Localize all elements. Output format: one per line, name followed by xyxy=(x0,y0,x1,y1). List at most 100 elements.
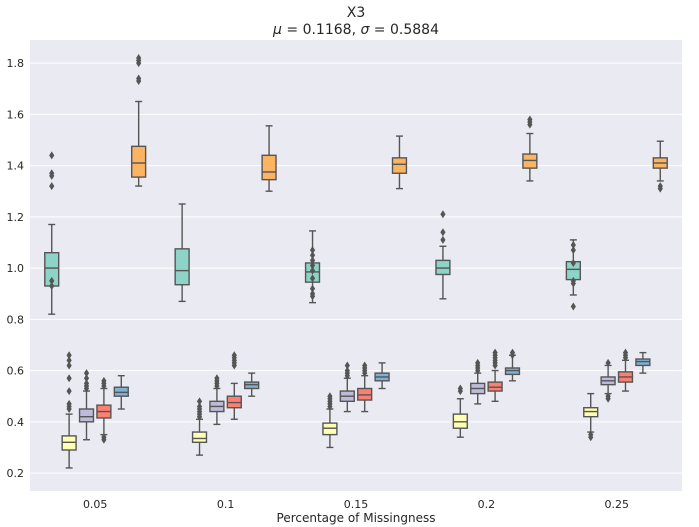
outlier-point xyxy=(66,361,72,370)
chart-subtitle: μ = 0.1168, σ = 0.5884 xyxy=(272,22,439,38)
sigma-value: 0.5884 xyxy=(390,22,439,38)
y-tick-labels: 0.2 0.4 0.6 0.8 1.0 1.2 1.4 1.6 1.8 xyxy=(7,57,25,480)
box-group xyxy=(304,230,321,304)
box-group xyxy=(174,203,190,303)
outlier-point xyxy=(309,274,316,283)
outlier-point xyxy=(440,235,446,244)
outlier-point xyxy=(570,241,576,249)
box-group xyxy=(635,351,651,374)
outlier-point xyxy=(101,435,107,444)
outlier-point xyxy=(66,405,72,413)
outlier-point xyxy=(136,59,142,68)
box-iqr xyxy=(261,154,277,181)
box-group xyxy=(339,361,355,413)
chart-title: X3 xyxy=(347,5,366,21)
box-group xyxy=(191,397,208,456)
outlier-point xyxy=(66,356,72,365)
box-group xyxy=(61,351,77,469)
outlier-point xyxy=(327,402,333,411)
outlier-point xyxy=(49,182,55,191)
outlier-point xyxy=(309,246,316,255)
y-tick-label: 1.2 xyxy=(7,211,25,224)
outlier-point xyxy=(83,369,90,378)
box-group xyxy=(244,372,260,397)
y-tick-label: 1.0 xyxy=(7,262,25,275)
outlier-point xyxy=(49,282,55,290)
outlier-point xyxy=(605,358,611,367)
box-group xyxy=(652,140,668,193)
box-group xyxy=(322,392,338,449)
box-group xyxy=(522,115,538,182)
outlier-point xyxy=(475,366,481,375)
outlier-point xyxy=(136,77,142,85)
box-group xyxy=(357,361,373,413)
outlier-point xyxy=(66,374,72,383)
box-group xyxy=(504,348,521,382)
outlier-point xyxy=(196,412,203,421)
outlier-point xyxy=(570,279,576,288)
y-tick-label: 1.8 xyxy=(7,57,25,70)
outlier-point xyxy=(66,351,72,360)
box-iqr xyxy=(391,157,408,174)
box-iqr xyxy=(174,248,190,286)
box-group xyxy=(209,374,225,426)
x-tick-labels: 0.05 0.1 0.15 0.2 0.25 xyxy=(83,498,629,511)
x-tick-label: 0.25 xyxy=(605,498,630,511)
box-group xyxy=(487,348,503,403)
box-layer xyxy=(44,53,668,469)
y-tick-label: 0.4 xyxy=(7,416,25,429)
outlier-point xyxy=(622,353,629,362)
mu-value: 0.1168 xyxy=(303,22,352,38)
box-group xyxy=(44,151,60,315)
outlier-point xyxy=(570,258,576,267)
box-group xyxy=(374,362,390,390)
y-tick-label: 1.6 xyxy=(7,108,25,121)
outlier-point xyxy=(657,184,663,193)
outlier-point xyxy=(440,228,446,237)
box-group xyxy=(78,369,95,441)
outlier-point xyxy=(344,371,350,380)
outlier-point xyxy=(196,397,203,406)
box-group xyxy=(435,210,451,300)
box-group xyxy=(131,53,147,187)
outlier-point xyxy=(344,361,350,370)
x-tick-label: 0.05 xyxy=(83,498,108,511)
y-tick-label: 0.8 xyxy=(7,313,25,326)
outlier-point xyxy=(49,171,55,180)
box-group xyxy=(617,348,634,392)
outlier-point xyxy=(309,292,316,301)
outlier-point xyxy=(527,120,533,129)
y-tick-label: 0.2 xyxy=(7,467,25,480)
box-group xyxy=(391,135,408,190)
outlier-point xyxy=(309,261,316,270)
box-group xyxy=(452,384,468,438)
outlier-point xyxy=(588,433,594,442)
y-tick-label: 1.4 xyxy=(7,160,25,173)
plot-area xyxy=(30,40,682,491)
outlier-point xyxy=(231,361,237,370)
outlier-point xyxy=(101,381,107,390)
box-iqr xyxy=(191,431,208,444)
outlier-point xyxy=(309,266,316,275)
box-group xyxy=(261,125,277,192)
box-iqr xyxy=(131,145,147,178)
x-tick-label: 0.15 xyxy=(344,498,369,511)
outlier-point xyxy=(492,361,498,370)
box-group xyxy=(583,392,599,442)
box-group xyxy=(470,358,486,405)
outlier-point xyxy=(457,387,463,396)
outlier-point xyxy=(362,369,368,378)
outlier-point xyxy=(49,151,55,160)
box-group xyxy=(600,358,616,403)
x-axis-label: Percentage of Missingness xyxy=(277,511,436,525)
x-tick-label: 0.2 xyxy=(478,498,496,511)
outlier-point xyxy=(509,351,516,360)
box-group xyxy=(565,239,581,311)
box-iqr xyxy=(78,408,95,423)
outlier-point xyxy=(66,387,72,396)
outlier-point xyxy=(309,284,316,293)
outlier-point xyxy=(570,302,576,311)
outlier-point xyxy=(309,256,316,265)
